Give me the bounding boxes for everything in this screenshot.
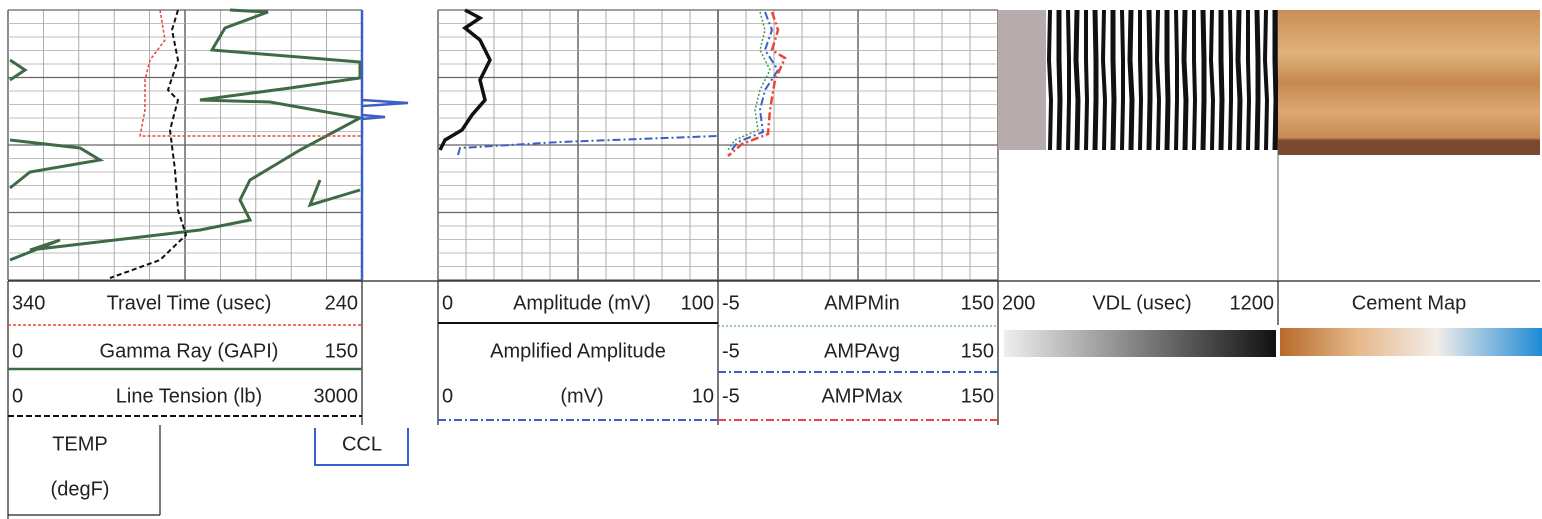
travel-time-curve <box>139 9 362 137</box>
vdl-image <box>1046 9 1279 151</box>
vdl-stripe <box>1164 10 1171 151</box>
legend-left: 340 <box>12 292 45 314</box>
vdl-stripe <box>1146 9 1153 151</box>
legend-right: 1200 <box>1230 292 1275 314</box>
vdl-stripe <box>1138 10 1144 151</box>
vdl-stripe <box>1246 10 1252 151</box>
vdl-stripe <box>1235 9 1243 151</box>
amplified-amplitude-curve <box>457 135 719 156</box>
legend-title: Cement Map <box>1352 292 1467 314</box>
legend-left: -5 <box>722 292 740 314</box>
vdl-stripe <box>1272 10 1279 151</box>
vdl-stripe <box>1100 9 1108 151</box>
vdl-stripe <box>1154 9 1162 151</box>
vdl-stripe <box>1092 9 1099 151</box>
legend-label: AMPAvg <box>824 340 900 362</box>
legend-left: 0 <box>12 385 23 407</box>
legend-right: 100 <box>681 292 714 314</box>
legend-title: Amplified Amplitude <box>490 340 666 362</box>
legend-left: 0 <box>442 385 453 407</box>
cement-map-image <box>1278 10 1540 155</box>
legend-label: Gamma Ray (GAPI) <box>100 340 279 362</box>
legend-label: (mV) <box>560 385 603 407</box>
line-tension-curve <box>109 9 188 279</box>
vdl-gray <box>998 10 1046 150</box>
legend-label: Travel Time (usec) <box>107 292 272 314</box>
vdl-stripe <box>1046 9 1054 151</box>
vdl-stripe <box>1127 9 1135 151</box>
header-frame <box>7 280 1540 519</box>
legend-right: 10 <box>692 385 714 407</box>
vdl-stripe <box>1208 9 1216 151</box>
vdl-stripe <box>1066 9 1071 151</box>
legend-right: 3000 <box>314 385 359 407</box>
vdl-stripe <box>1073 9 1081 151</box>
legend-label: Amplitude (mV) <box>513 292 651 314</box>
ccl-label: CCL <box>342 433 382 455</box>
vdl-stripe <box>1218 10 1225 151</box>
legend-left: 200 <box>1002 292 1035 314</box>
legend-left: -5 <box>722 340 740 362</box>
ampmax-curve <box>727 11 787 157</box>
gamma-ray-curve <box>9 8 365 262</box>
legend-left: 0 <box>12 340 23 362</box>
vdl-stripe <box>1181 9 1189 151</box>
legend-label: Line Tension (lb) <box>116 385 262 407</box>
legend-left: -5 <box>722 385 740 407</box>
vdl-stripe <box>1120 9 1125 151</box>
vdl-stripe <box>1192 10 1198 151</box>
legend-right: 150 <box>325 340 358 362</box>
ampmin-curve <box>727 11 771 151</box>
temp-label: TEMP <box>52 433 108 455</box>
legend-right: 150 <box>961 292 994 314</box>
vdl-stripe <box>1174 9 1179 151</box>
ccl-curve <box>360 10 409 280</box>
legend-left: 0 <box>442 292 453 314</box>
legend-label: VDL (usec) <box>1092 292 1191 314</box>
vdl-stripe <box>1084 10 1090 151</box>
vdl-stripe <box>1200 9 1207 151</box>
vdl-stripe <box>1228 9 1233 151</box>
legend-right: 240 <box>325 292 358 314</box>
legends: 340 Travel Time (usec) 240 0 Gamma Ray (GAPI… <box>12 292 1466 407</box>
temp-unit: (degF) <box>51 478 110 500</box>
legend-label: AMPMin <box>824 292 900 314</box>
ampavg-curve <box>729 11 780 153</box>
amplitude-curve <box>438 8 492 151</box>
vdl-stripe <box>1262 9 1270 151</box>
vdl-stripe <box>1110 10 1117 151</box>
legend-right: 150 <box>961 385 994 407</box>
ccl-key <box>314 428 409 466</box>
legend-label: AMPMax <box>821 385 902 407</box>
vdl-stripe <box>1254 9 1261 151</box>
vdl-scale <box>1004 330 1276 357</box>
vdl-stripe <box>1056 10 1063 151</box>
legend-right: 150 <box>961 340 994 362</box>
cement-map-scale <box>1280 328 1542 356</box>
